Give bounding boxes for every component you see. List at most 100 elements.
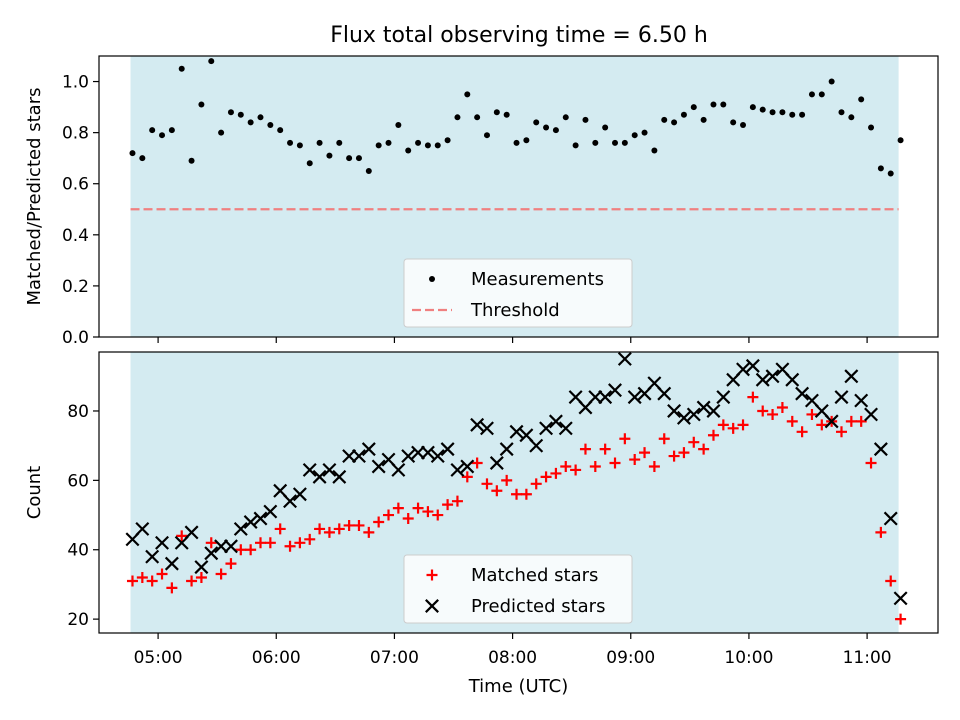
- predicted-star-point: [736, 362, 750, 377]
- measurement-point: [740, 121, 747, 128]
- measurement-point: [700, 116, 707, 123]
- matched-star-point: [629, 454, 641, 466]
- measurement-point: [690, 104, 697, 111]
- matched-star-point: [796, 426, 808, 438]
- count-x-axis-label: Time (UTC): [468, 676, 569, 697]
- measurement-point: [365, 167, 372, 174]
- predicted-star-point: [706, 403, 721, 418]
- matched-star-point: [363, 526, 375, 538]
- matched-star-point: [570, 464, 582, 476]
- matched-star-point: [343, 519, 355, 531]
- y-tick-label: 0.6: [62, 175, 89, 195]
- predicted-star-point: [184, 525, 199, 540]
- count-x-ticks: 05:00 06:00 07:00 08:00 09:00 10:00 11:00: [134, 633, 892, 668]
- matched-star-point: [314, 523, 326, 535]
- measurement-point: [828, 78, 835, 85]
- matched-star-point: [254, 537, 266, 549]
- matched-star-point: [609, 457, 621, 469]
- predicted-star-point: [233, 521, 248, 536]
- predicted-star-point: [489, 456, 504, 470]
- predicted-star-point: [371, 459, 386, 474]
- count-legend: Matched stars Predicted stars: [403, 554, 633, 624]
- matched-star-point: [875, 526, 887, 538]
- measurement-point: [552, 127, 559, 134]
- matched-star-point: [550, 467, 562, 479]
- measurement-point: [178, 65, 185, 72]
- measurement-point: [759, 106, 766, 113]
- measurement-point: [287, 139, 294, 146]
- matched-star-point: [373, 516, 385, 528]
- measurement-point: [385, 139, 392, 146]
- measurement-point: [897, 137, 904, 144]
- predicted-star-point: [883, 511, 898, 526]
- measurement-point: [454, 114, 461, 121]
- count-axes-frame: [98, 351, 939, 634]
- measurement-point: [227, 109, 234, 116]
- measurement-point: [513, 139, 520, 146]
- predicted-star-point: [873, 442, 888, 457]
- predicted-star-point: [617, 351, 632, 366]
- legend-label: Predicted stars: [471, 596, 605, 617]
- measurement-point: [799, 111, 806, 118]
- predicted-star-point: [332, 469, 347, 484]
- measurement-point: [375, 142, 382, 149]
- predicted-star-point: [844, 369, 859, 384]
- y-tick-label: 0.0: [62, 328, 89, 348]
- matched-star-point: [422, 506, 434, 518]
- matched-star-point: [747, 391, 759, 403]
- predicted-star-point: [657, 386, 672, 401]
- measurement-point: [858, 96, 865, 103]
- count-points: [125, 351, 908, 625]
- matched-star-point: [383, 509, 395, 521]
- predicted-star-point: [391, 462, 406, 477]
- measurement-point: [680, 111, 687, 118]
- matched-star-point: [442, 499, 454, 511]
- matched-star-point: [511, 488, 523, 500]
- measurement-point: [769, 109, 776, 116]
- predicted-star-point: [676, 410, 691, 425]
- matched-star-point: [245, 544, 257, 556]
- matched-star-point: [835, 426, 847, 438]
- measurement-point: [464, 91, 471, 98]
- matched-star-point: [353, 519, 365, 531]
- matched-star-point: [737, 419, 749, 431]
- predicted-star-point: [499, 442, 514, 457]
- predicted-star-point: [361, 442, 376, 457]
- predicted-star-point: [716, 390, 731, 405]
- measurement-point: [159, 132, 166, 139]
- matched-star-point: [776, 402, 788, 414]
- predicted-star-point: [204, 546, 219, 561]
- predicted-star-point: [864, 407, 879, 422]
- x-tick-label: 09:00: [606, 648, 655, 668]
- measurement-point: [848, 114, 855, 121]
- measurement-point: [296, 142, 303, 149]
- measurement-point: [838, 109, 845, 116]
- matched-star-point: [786, 415, 798, 427]
- predicted-star-point: [470, 417, 485, 432]
- predicted-star-point: [312, 469, 327, 484]
- predicted-star-point: [351, 449, 366, 464]
- predicted-star-point: [164, 556, 179, 571]
- measurement-point: [503, 111, 510, 118]
- measurement-point: [346, 155, 353, 162]
- matched-star-point: [757, 405, 769, 417]
- matched-star-point: [166, 582, 178, 594]
- predicted-star-point: [253, 511, 268, 526]
- predicted-star-point: [785, 372, 800, 387]
- measurement-point: [188, 157, 195, 164]
- matched-star-point: [402, 513, 414, 525]
- predicted-star-point: [135, 521, 150, 536]
- x-tick-label: 10:00: [724, 648, 773, 668]
- matched-star-point: [895, 613, 907, 625]
- ratio-points: [129, 58, 904, 177]
- predicted-star-point: [460, 459, 475, 474]
- measurement-point: [247, 119, 254, 126]
- matched-star-point: [501, 474, 513, 486]
- predicted-star-point: [194, 560, 209, 575]
- measurement-point: [208, 58, 215, 65]
- predicted-star-point: [283, 494, 298, 509]
- matched-star-point: [530, 478, 542, 490]
- matched-star-point: [176, 530, 188, 542]
- measurement-point: [671, 119, 678, 126]
- predicted-star-point: [686, 407, 701, 422]
